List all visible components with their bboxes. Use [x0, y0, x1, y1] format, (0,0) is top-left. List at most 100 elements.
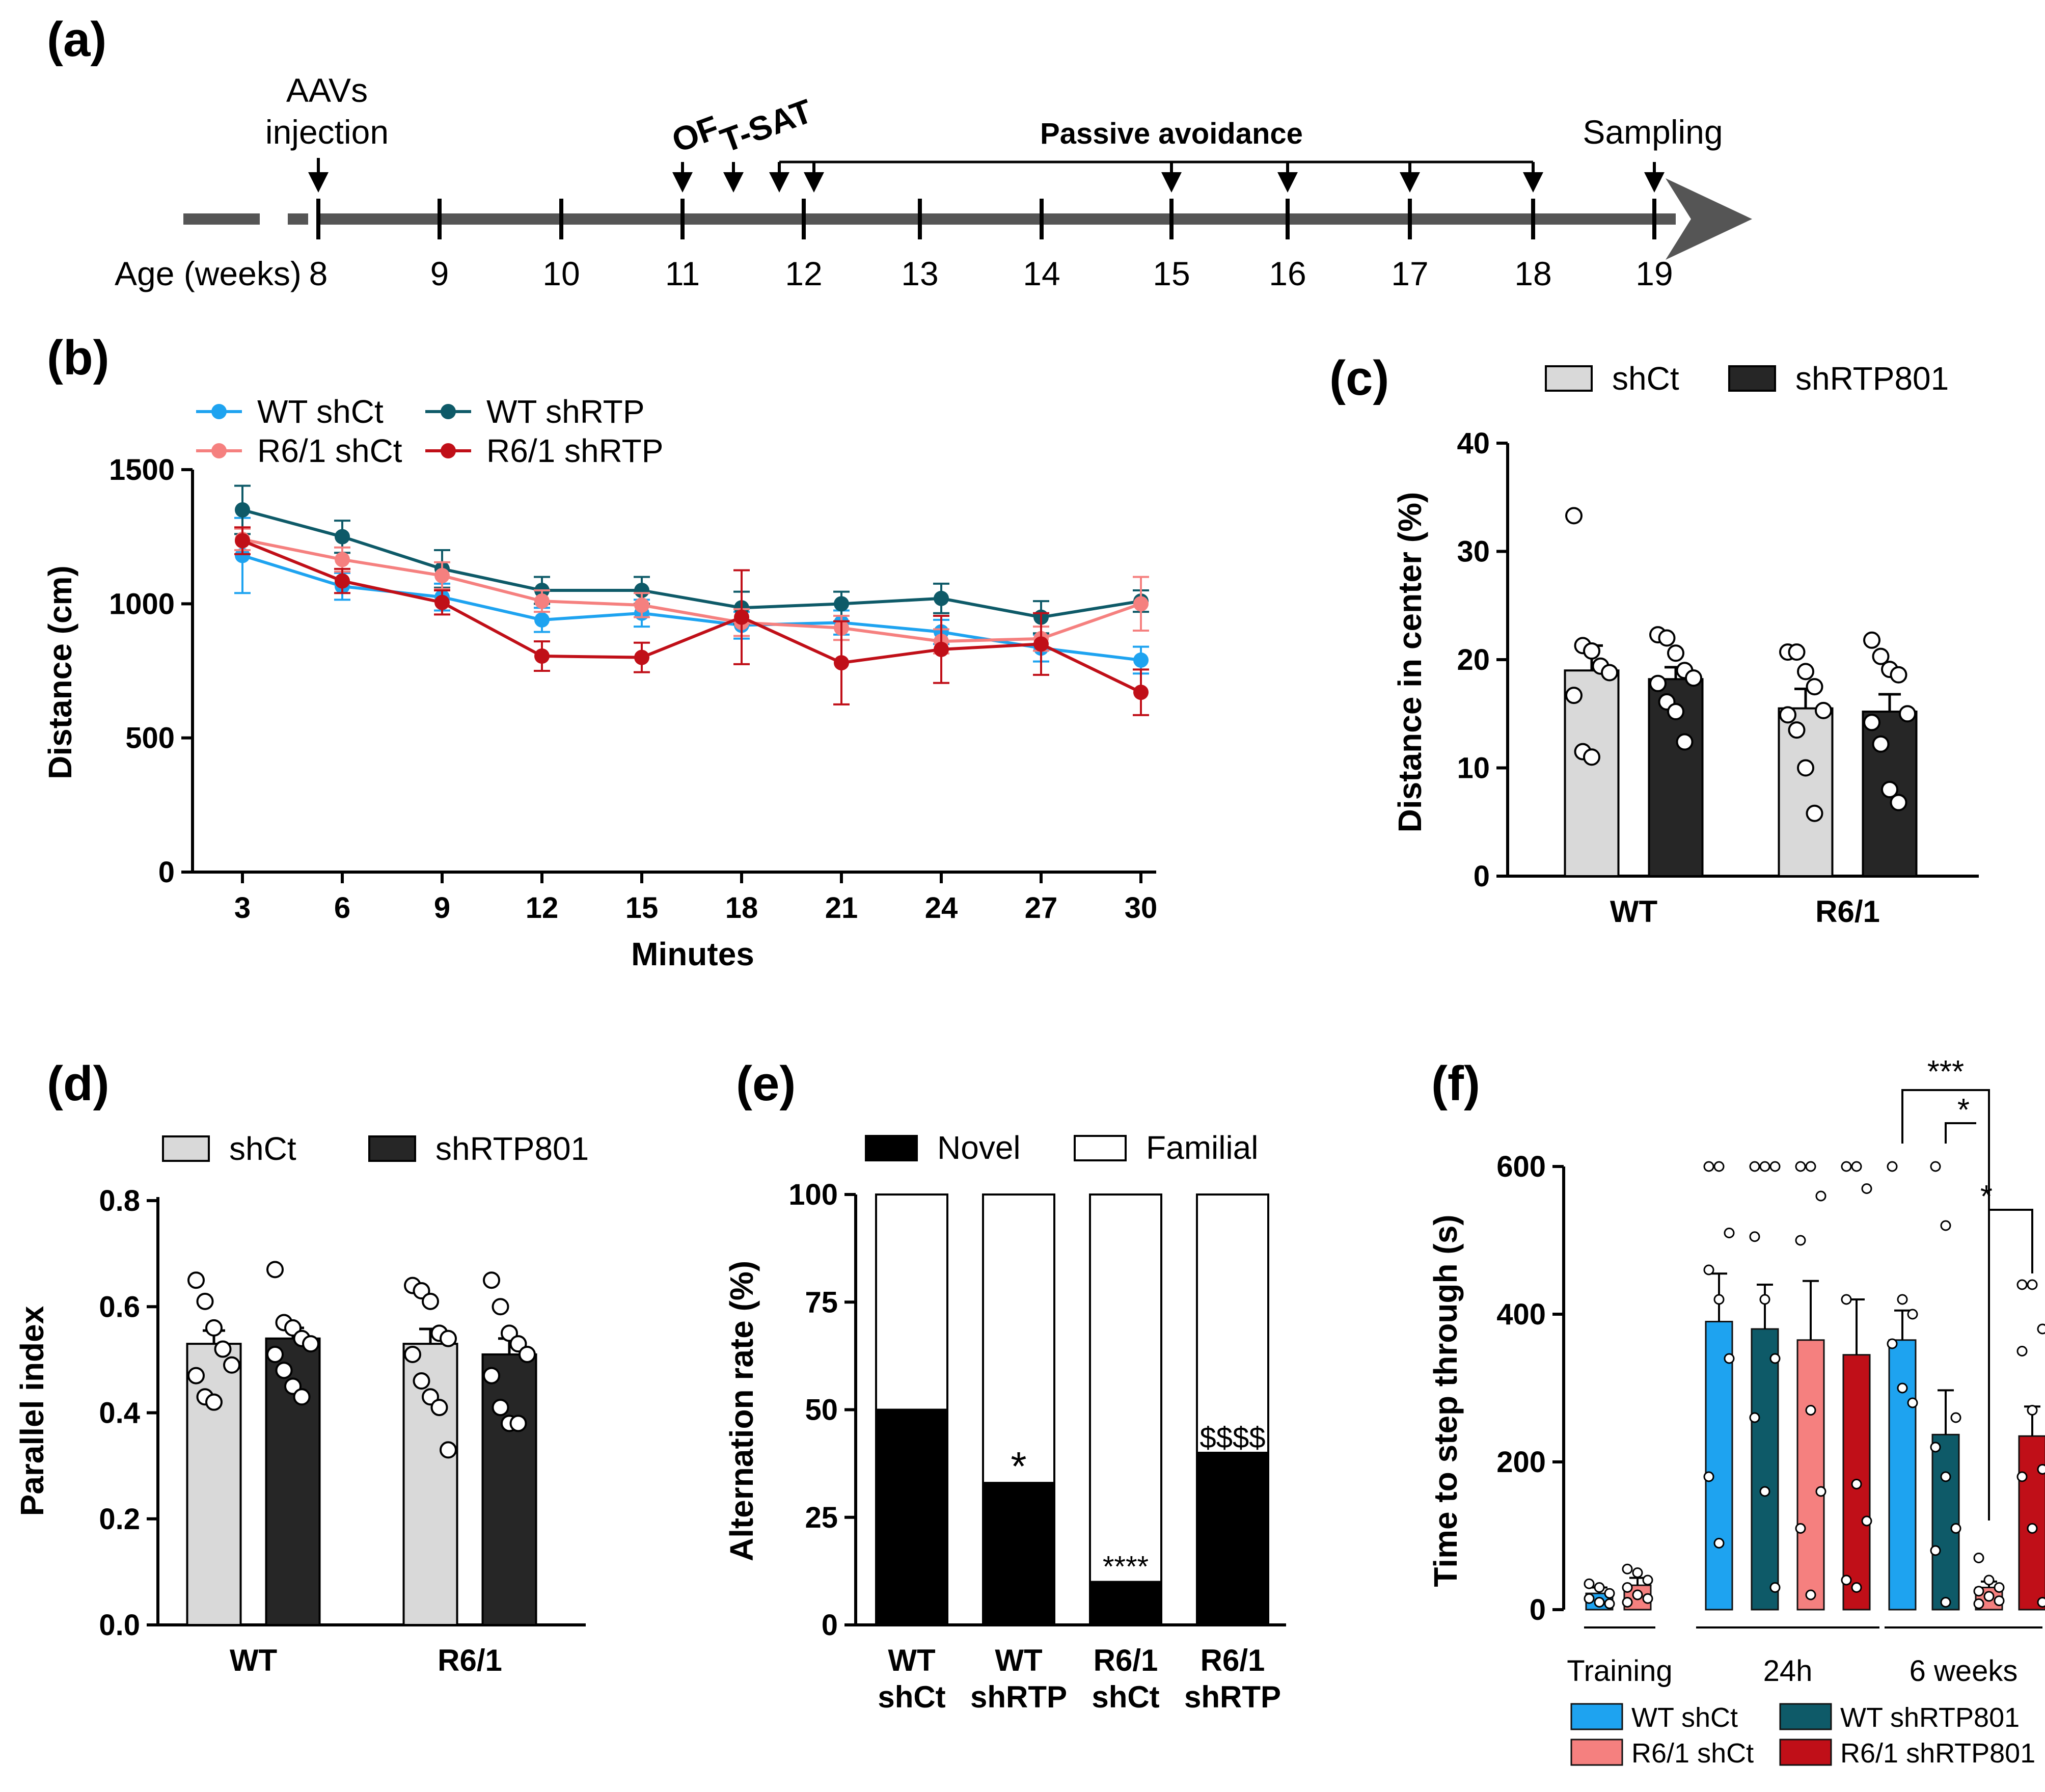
chart-c-data-point — [1601, 664, 1618, 682]
chart-b-y-tick-label: 500 — [125, 722, 175, 755]
chart-f-data-point — [2037, 1323, 2045, 1335]
chart-f-data-point — [1632, 1589, 1643, 1600]
chart-d-legend-label: shRTP801 — [435, 1130, 589, 1167]
chart-f-bar — [1751, 1328, 1779, 1611]
chart-f-data-point — [1851, 1582, 1862, 1593]
chart-c-bar — [1778, 707, 1834, 877]
chart-f-data-point — [1907, 1309, 1918, 1320]
chart-c-data-point — [1899, 705, 1916, 723]
chart-f-data-point — [1594, 1597, 1605, 1608]
chart-b-y-ticks: 0 500 1000 1500 — [109, 453, 193, 889]
chart-e-category-label: shRTP — [1184, 1680, 1281, 1714]
experiment-timeline: Age (weeks) 8 9 10 11 12 13 14 15 16 17 18 19 AAVs … — [115, 71, 1752, 292]
chart-b-point — [534, 648, 550, 664]
chart-b-point — [634, 597, 649, 613]
chart-b-x-tick-label: 24 — [925, 891, 958, 925]
chart-f-data-point — [1749, 1412, 1760, 1423]
chart-f-y-tick-label: 600 — [1496, 1150, 1546, 1183]
chart-d-y-tick-label: 0.2 — [99, 1503, 140, 1536]
chart-f-data-point — [1584, 1593, 1595, 1604]
timeline-week-label: 10 — [542, 255, 580, 292]
chart-b-x-label: Minutes — [631, 936, 754, 972]
chart-b-x-tick-label: 18 — [725, 891, 758, 925]
panel-label-c: (c) — [1329, 351, 1389, 405]
timeline-event-arrows — [308, 158, 1665, 193]
chart-d-bar — [186, 1343, 242, 1626]
chart-c-y-ticks: 0 10 20 30 40 — [1457, 427, 1508, 893]
chart-e-novel-bar — [1196, 1452, 1269, 1626]
chart-e-annotation: **** — [1103, 1551, 1149, 1584]
timeline-age-label: Age (weeks) — [115, 255, 302, 292]
chart-f-bar — [1796, 1339, 1825, 1611]
chart-f-data-point — [1861, 1183, 1872, 1194]
chart-d-data-point — [196, 1292, 214, 1310]
chart-c-y-tick-label: 10 — [1457, 752, 1490, 785]
sampling-label: Sampling — [1583, 113, 1723, 151]
chart-c-data-point — [1667, 703, 1684, 720]
chart-f-y-ticks: 0 200 400 600 — [1496, 1150, 1564, 1626]
chart-d-y-ticks: 0.0 0.2 0.4 0.6 0.8 — [99, 1184, 158, 1642]
chart-f-data-point — [1713, 1161, 1725, 1172]
chart-b-point — [235, 533, 250, 549]
chart-b-x-tick-label: 15 — [625, 891, 659, 925]
chart-f-sig-label: *** — [1927, 1054, 1964, 1090]
chart-f-data-point — [1805, 1161, 1816, 1172]
chart-d-data-point — [275, 1362, 293, 1379]
chart-f-data-point — [1950, 1412, 1961, 1423]
chart-c-data-point — [1583, 748, 1600, 766]
chart-c-data-point — [1797, 663, 1814, 681]
chart-e-category-label: shCt — [1092, 1680, 1159, 1714]
open-field-label: OF — [667, 108, 723, 159]
chart-e-category-label: R6/1 — [1201, 1643, 1265, 1677]
chart-c-data-point — [1676, 733, 1694, 751]
chart-b-point — [834, 596, 849, 612]
chart-f-data-point — [2037, 1597, 2045, 1608]
chart-f-data-point — [1930, 1545, 1941, 1556]
chart-f-data-point — [1973, 1553, 1984, 1563]
chart-e-y-ticks: 0 25 50 75 100 — [788, 1178, 856, 1642]
timeline-week-label: 9 — [430, 255, 449, 292]
chart-e-category-label: WT — [995, 1643, 1042, 1677]
chart-b-distance-over-time: WT shCt WT shRTP R6/1 shCt R6/1 shRTP 0 500 1… — [42, 393, 1157, 972]
chart-d-data-point — [223, 1356, 240, 1374]
chart-e-category-label: WT — [888, 1643, 935, 1677]
chart-b-series-wt_shct — [234, 517, 1149, 675]
chart-f-sig-bracket — [1989, 1209, 2033, 1273]
chart-f-data-point — [1841, 1574, 1852, 1586]
chart-f-data-point — [1907, 1397, 1918, 1408]
chart-c-data-point — [1667, 644, 1684, 662]
chart-d-data-point — [430, 1399, 448, 1417]
chart-f-data-point — [1622, 1582, 1633, 1593]
chart-d-data-point — [483, 1271, 500, 1289]
chart-c-data-point — [1565, 507, 1583, 525]
chart-f-bar — [1705, 1321, 1733, 1611]
chart-e-novel-bar — [1089, 1581, 1162, 1626]
chart-b-x-tick-label: 30 — [1125, 891, 1158, 925]
chart-c-data-point — [1806, 804, 1823, 822]
chart-d-category-label: WT — [230, 1643, 277, 1677]
chart-f-bar — [2018, 1435, 2045, 1611]
chart-f-data-point — [2027, 1405, 2038, 1416]
chart-f-data-point — [1749, 1161, 1760, 1172]
aav-label-line1: AAVs — [286, 71, 368, 109]
chart-f-data-point — [1983, 1591, 1995, 1602]
chart-b-series-r61_shrtp — [234, 526, 1149, 716]
chart-f-data-point — [1703, 1161, 1714, 1172]
chart-d-data-point — [205, 1393, 223, 1411]
chart-f-data-point — [2027, 1279, 2038, 1290]
chart-f-y-tick-label: 0 — [1530, 1593, 1546, 1626]
chart-d-bar — [402, 1343, 458, 1626]
chart-d-bars: WT R6/1 — [186, 1261, 537, 1677]
timeline-arrow-head — [1523, 172, 1543, 193]
chart-f-data-point — [1795, 1523, 1806, 1534]
chart-f-data-point — [1604, 1588, 1615, 1599]
chart-f-data-point — [1759, 1161, 1770, 1172]
chart-e-legend-label: Familial — [1146, 1129, 1258, 1166]
chart-f-bar — [1888, 1339, 1917, 1611]
chart-d-data-point — [519, 1345, 536, 1363]
chart-d-data-point — [266, 1345, 284, 1363]
chart-f-bar — [1931, 1433, 1960, 1611]
chart-f-legend-label: WT shCt — [1631, 1702, 1738, 1733]
chart-d-legend: shCt shRTP801 — [162, 1130, 589, 1167]
